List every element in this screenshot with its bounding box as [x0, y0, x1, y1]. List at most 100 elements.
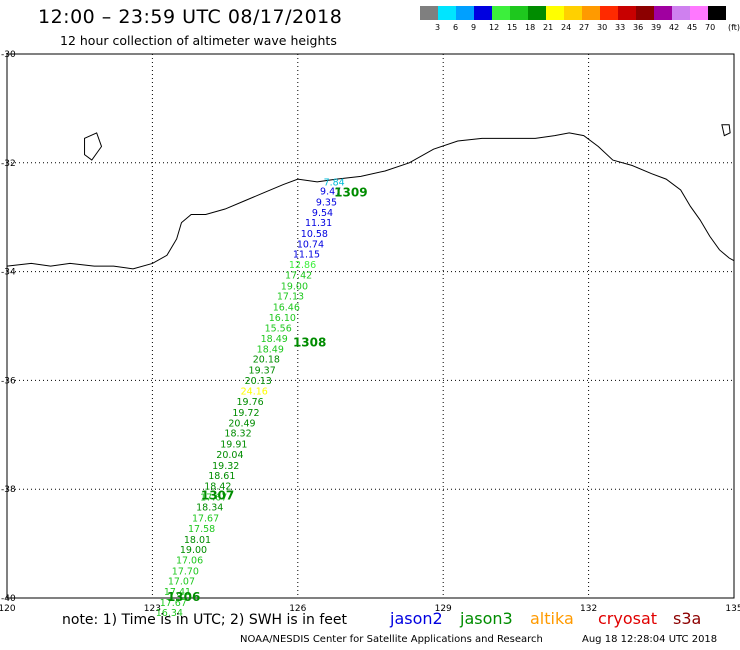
legend-swatch: [492, 6, 510, 20]
wave-height-value: 17.06: [176, 555, 203, 566]
wave-height-value: 17.67: [160, 598, 187, 609]
wave-height-value: 19.72: [232, 408, 259, 419]
longitude-tick-label: 132: [580, 604, 597, 614]
longitude-tick-label: 123: [144, 604, 161, 614]
latitude-tick-label: -32: [1, 159, 16, 169]
satellite-altika: altika: [530, 609, 574, 628]
wave-height-value: 11.31: [305, 218, 332, 229]
legend-label: 18: [525, 23, 536, 32]
wave-height-value: 20.04: [216, 450, 243, 461]
wave-height-value: 17.41: [164, 587, 191, 598]
legend-label: 42: [669, 23, 680, 32]
legend-swatch: [600, 6, 618, 20]
legend-swatch: [708, 6, 726, 20]
pass-number-label: 1307: [201, 489, 234, 503]
wave-height-value: 18.32: [224, 429, 251, 440]
wave-height-value: 24.16: [241, 386, 268, 397]
pass-number-label: 1306: [167, 590, 200, 604]
legend-label: 45: [687, 23, 698, 32]
longitude-tick-label: 129: [435, 604, 452, 614]
wave-height-value: 20.18: [253, 355, 280, 366]
wave-height-value: 17.13: [277, 292, 304, 303]
island: [721, 124, 731, 137]
wave-height-value: 20.49: [228, 418, 255, 429]
wave-height-value: 18.49: [257, 344, 284, 355]
legend-label: 39: [651, 23, 662, 32]
wave-height-value: 16.10: [269, 313, 296, 324]
legend-swatch: [618, 6, 636, 20]
wave-height-value: 19.32: [212, 461, 239, 472]
wave-height-value: 17.42: [285, 270, 312, 281]
latitude-tick-label: -30: [1, 50, 16, 60]
coastline: [6, 132, 735, 270]
wave-height-value: 15.56: [265, 324, 292, 335]
wave-height-value: 17.07: [168, 577, 195, 588]
wave-height-value: 17.67: [200, 492, 227, 503]
legend-label: 21: [543, 23, 554, 32]
wave-height-value: 19.37: [249, 366, 276, 377]
legend-label: 33: [615, 23, 626, 32]
wave-height-value: 17.67: [192, 514, 219, 525]
wave-height-value: 16.46: [273, 303, 300, 314]
satellite-jason3: jason3: [460, 609, 513, 628]
wave-height-value: 19.00: [281, 281, 308, 292]
latitude-tick-label: -34: [1, 268, 16, 278]
legend-swatch: [672, 6, 690, 20]
legend-label: 3: [435, 23, 441, 32]
longitude-tick-label: 135: [725, 604, 740, 614]
wave-height-value: 17.58: [188, 524, 215, 535]
wave-height-value: 10.58: [301, 229, 328, 240]
footer-note: note: 1) Time is in UTC; 2) SWH is in fe…: [62, 612, 348, 628]
wave-height-value: 16.34: [156, 608, 183, 619]
wave-height-value: 20.13: [245, 376, 272, 387]
wave-height-value: 18.34: [196, 503, 223, 514]
generation-timestamp: Aug 18 12:28:04 UTC 2018: [582, 634, 718, 645]
pass-number-label: 1309: [334, 186, 367, 200]
map-title: 12:00 – 23:59 UTC 08/17/2018: [38, 6, 343, 28]
legend-label: 27: [579, 23, 590, 32]
legend-swatch: [636, 6, 654, 20]
pass-number-label: 1308: [293, 335, 326, 349]
legend-swatch: [420, 6, 438, 20]
legend-label: 12: [489, 23, 500, 32]
legend-swatch: [456, 6, 474, 20]
map-frame: [6, 53, 735, 599]
latitude-tick-label: -40: [1, 594, 16, 604]
wave-height-value: 19.91: [220, 440, 247, 451]
legend-label: 30: [597, 23, 608, 32]
wave-height-value: 10.74: [297, 239, 324, 250]
wave-height-value: 19.76: [236, 397, 263, 408]
legend-swatch: [474, 6, 492, 20]
legend-swatch: [546, 6, 564, 20]
wave-height-value: 11.15: [293, 250, 320, 261]
legend-label: 9: [471, 23, 477, 32]
legend-swatch: [564, 6, 582, 20]
longitude-tick-label: 120: [0, 604, 16, 614]
longitude-tick-label: 126: [289, 604, 306, 614]
wave-height-value: 17.70: [172, 566, 199, 577]
legend-label: 6: [453, 23, 459, 32]
satellite-s3a: s3a: [673, 609, 702, 628]
legend-swatch: [528, 6, 546, 20]
legend-swatch: [510, 6, 528, 20]
legend-swatch: [582, 6, 600, 20]
wave-height-value: 18.42: [204, 481, 231, 492]
map-subtitle: 12 hour collection of altimeter wave hei…: [60, 33, 337, 48]
wave-height-value: 9.35: [316, 198, 337, 209]
credit-text: NOAA/NESDIS Center for Satellite Applica…: [240, 634, 543, 645]
wave-height-value: 9.47: [320, 187, 341, 198]
wave-height-value: 18.01: [184, 535, 211, 546]
legend-label: 36: [633, 23, 644, 32]
wave-height-value: 19.00: [180, 545, 207, 556]
legend-swatch: [654, 6, 672, 20]
legend-label: 70: [705, 23, 716, 32]
wave-height-value: 7.84: [324, 177, 345, 188]
wave-height-value: 9.54: [312, 208, 333, 219]
wave-height-value: 18.49: [261, 334, 288, 345]
wave-height-value: 12.86: [289, 260, 316, 271]
satellite-jason2: jason2: [390, 609, 443, 628]
wave-height-value: 18.61: [208, 471, 235, 482]
latitude-tick-label: -36: [1, 376, 16, 386]
island: [84, 132, 103, 161]
